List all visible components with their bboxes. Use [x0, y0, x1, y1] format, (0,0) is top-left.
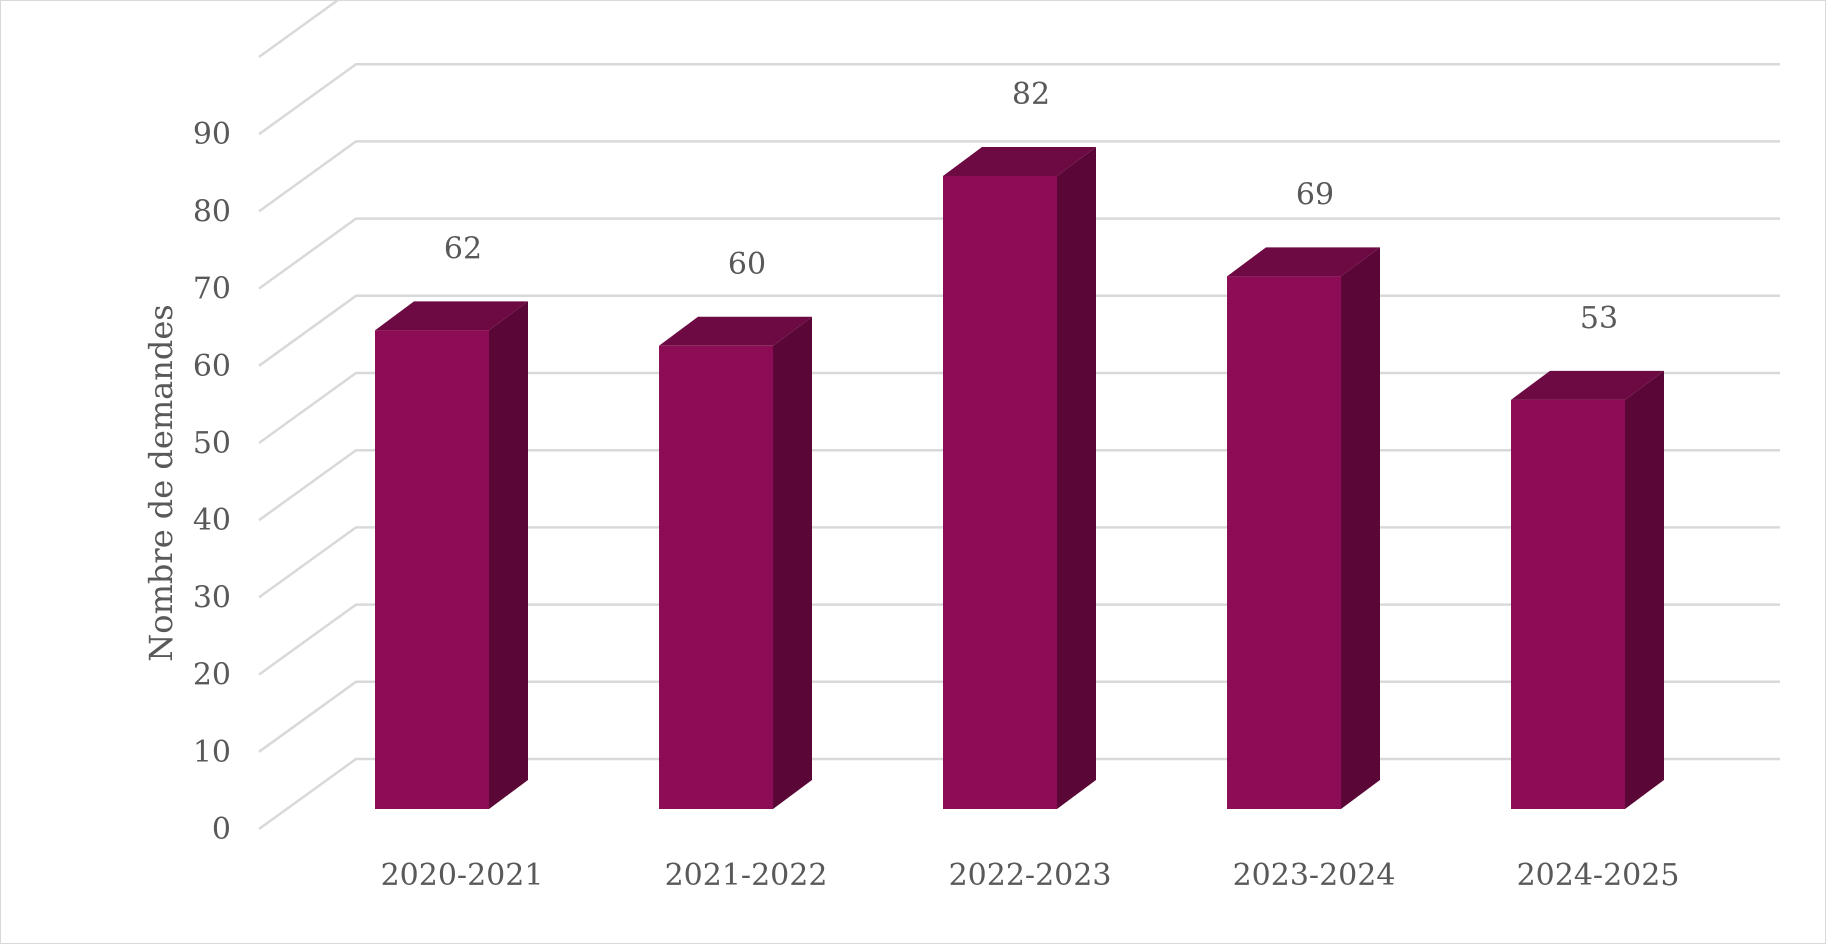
- bar-front: [659, 345, 773, 809]
- data-label: 53: [1580, 301, 1618, 336]
- y-axis-title: Nombre de demandes: [142, 304, 180, 661]
- y-tick-label: 50: [193, 426, 231, 461]
- bar-top: [1511, 370, 1664, 400]
- bar-front: [375, 330, 489, 809]
- y-tick-label: 0: [212, 812, 231, 847]
- bar-front: [1227, 276, 1341, 809]
- bar-side: [1057, 146, 1096, 809]
- data-label: 62: [444, 231, 482, 266]
- gridline: [258, 0, 341, 59]
- bar: [1511, 370, 1664, 809]
- bar-top: [1227, 247, 1380, 277]
- x-tick-label: 2020-2021: [381, 858, 544, 893]
- bar-front: [943, 175, 1057, 809]
- bar: [375, 301, 528, 809]
- y-tick-label: 30: [193, 580, 231, 615]
- y-tick-label: 60: [193, 349, 231, 384]
- bar-front: [1511, 399, 1625, 809]
- y-tick-label: 90: [193, 117, 231, 152]
- data-label: 82: [1012, 77, 1050, 112]
- gridline: [258, 217, 1780, 290]
- data-label: 69: [1296, 177, 1334, 212]
- data-label: 60: [728, 247, 766, 282]
- y-tick-label: 40: [193, 503, 231, 538]
- bar-side: [1341, 247, 1380, 809]
- bar-top: [375, 301, 528, 331]
- bar-side: [489, 301, 528, 809]
- y-tick-label: 80: [193, 194, 231, 229]
- y-tick-label: 10: [193, 735, 231, 770]
- data-labels: 62 60 82 69 53: [444, 77, 1618, 336]
- y-tick-label: 20: [193, 658, 231, 693]
- gridline: [258, 62, 1780, 136]
- bar-side: [1625, 370, 1664, 809]
- bar: [1227, 247, 1380, 809]
- gridline: [258, 140, 1780, 213]
- bar: [943, 146, 1096, 809]
- x-tick-label: 2021-2022: [665, 858, 828, 893]
- bar: [659, 316, 812, 809]
- y-axis-ticks: 0 10 20 30 40 50 60 70 80 90: [193, 117, 231, 847]
- x-axis-categories: 2020-2021 2021-2022 2022-2023 2023-2024 2024…: [381, 858, 1680, 893]
- bar-top: [659, 316, 812, 346]
- y-tick-label: 70: [193, 272, 231, 307]
- x-tick-label: 2024-2025: [1517, 858, 1680, 893]
- gridlines: [258, 0, 1780, 831]
- bar-side: [773, 316, 812, 809]
- bars: [375, 146, 1664, 809]
- x-tick-label: 2023-2024: [1233, 858, 1396, 893]
- x-tick-label: 2022-2023: [949, 858, 1112, 893]
- bar-top: [943, 146, 1096, 176]
